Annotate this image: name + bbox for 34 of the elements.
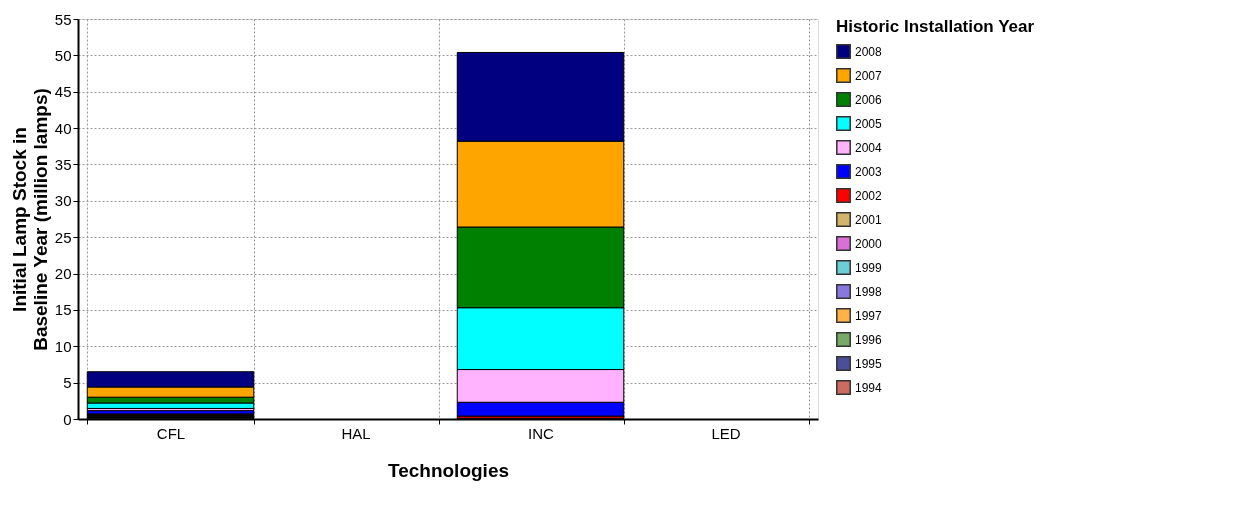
y-tick-label: 40: [54, 119, 72, 137]
legend-label: 2000: [855, 236, 883, 251]
legend-label: 1994: [855, 380, 883, 395]
y-tick-label: 55: [54, 10, 72, 28]
x-tick-label: HAL: [341, 424, 371, 442]
x-axis-title: Technologies: [387, 459, 510, 481]
x-tick-label: LED: [711, 424, 741, 442]
legend-label: 2008: [855, 44, 883, 59]
legend-label: 2004: [855, 140, 883, 155]
legend-label: 2007: [855, 68, 883, 83]
y-tick-label: 50: [54, 46, 72, 64]
y-axis-title: Initial Lamp Stock in Baseline Year (million lamps): [8, 88, 51, 351]
legend-label: 1999: [855, 260, 883, 275]
y-tick-label: 35: [54, 155, 72, 173]
x-tick-label: INC: [528, 424, 555, 442]
y-tick-label: 45: [54, 83, 72, 101]
y-tick-label: 20: [54, 265, 72, 283]
legend-label: 1995: [855, 356, 883, 371]
y-tick-label: 10: [54, 337, 72, 355]
y-tick-label: 30: [54, 192, 72, 210]
y-tick-label: 25: [54, 228, 72, 246]
legend-label: 2002: [855, 188, 883, 203]
x-tick-label: CFL: [156, 424, 186, 442]
y-tick-label: 15: [54, 301, 72, 319]
legend-label: 2003: [855, 164, 883, 179]
legend-label: 2006: [855, 92, 883, 107]
legend-label: 2001: [855, 212, 883, 227]
legend-label: 1997: [855, 308, 883, 323]
legend-label: 1998: [855, 284, 883, 299]
y-tick-label: 0: [63, 410, 72, 428]
y-tick-label: 5: [63, 374, 72, 392]
legend-label: 2005: [855, 116, 883, 131]
legend-title: Historic Installation Year: [836, 17, 1035, 36]
legend-label: 1996: [855, 332, 883, 347]
